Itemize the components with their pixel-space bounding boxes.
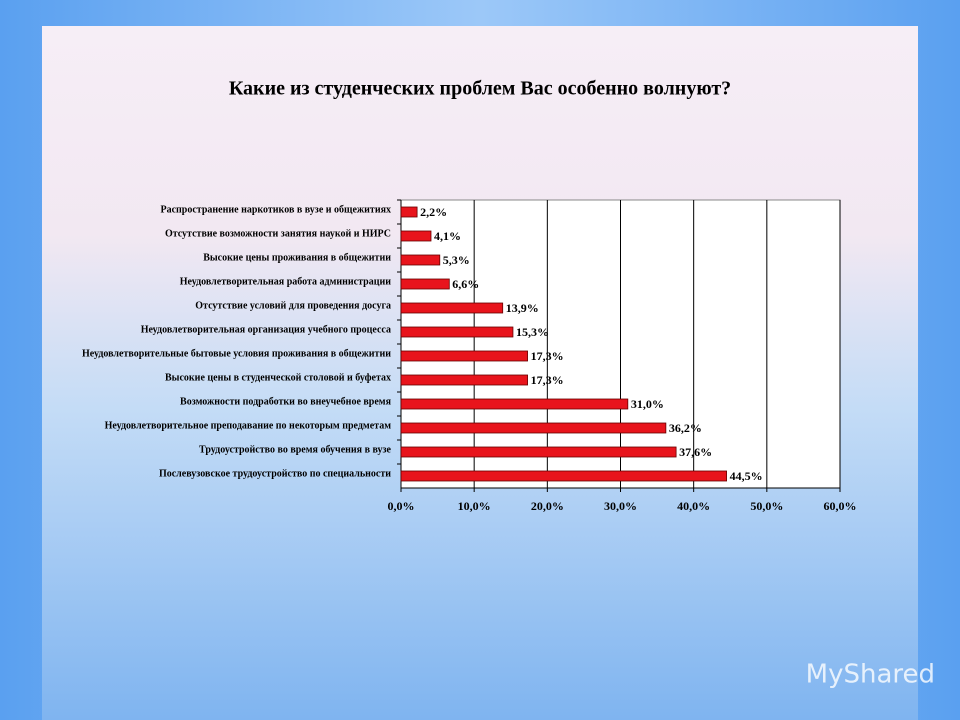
x-tick-label: 10,0% (458, 499, 491, 513)
x-tick-label: 0,0% (388, 499, 415, 513)
y-tick-label: Трудоустройство во время обучения в вузе (199, 444, 392, 455)
x-tick-label: 50,0% (750, 499, 783, 513)
value-label: 37,6% (679, 445, 712, 459)
bar (400, 230, 432, 242)
value-label: 17,3% (531, 373, 564, 387)
x-tick-label: 60,0% (824, 499, 857, 513)
value-label: 5,3% (443, 253, 470, 267)
bar (400, 422, 667, 434)
y-tick-label: Распространение наркотиков в вузе и обще… (161, 204, 392, 215)
y-tick-label: Неудовлетворительная организация учебног… (141, 324, 391, 335)
x-tick-label: 40,0% (677, 499, 710, 513)
y-tick-label: Высокие цены в студенческой столовой и б… (165, 372, 391, 383)
y-tick-label: Послевузовское трудоустройство по специа… (159, 468, 391, 479)
bar (400, 278, 450, 290)
value-label: 6,6% (452, 277, 479, 291)
bar (400, 350, 528, 362)
value-label: 15,3% (516, 325, 549, 339)
bar (400, 254, 441, 266)
value-label: 4,1% (434, 229, 461, 243)
y-tick-label: Неудовлетворительное преподавание по нек… (105, 420, 392, 431)
y-tick-label: Возможности подработки во внеучебное вре… (180, 396, 392, 407)
bar (400, 446, 677, 458)
x-tick-label: 30,0% (604, 499, 637, 513)
bar (400, 302, 504, 314)
x-tick-label: 20,0% (531, 499, 564, 513)
value-label: 36,2% (669, 421, 702, 435)
y-tick-label: Неудовлетворительные бытовые условия про… (82, 348, 391, 359)
bar (400, 206, 418, 218)
value-label: 44,5% (730, 469, 763, 483)
chart-title: Какие из студенческих проблем Вас особен… (229, 78, 731, 100)
bar (400, 398, 629, 410)
value-label: 13,9% (506, 301, 539, 315)
watermark: MyShared (806, 660, 935, 690)
y-tick-label: Высокие цены проживания в общежитии (203, 252, 391, 263)
value-label: 17,3% (531, 349, 564, 363)
y-tick-label: Отсутствие возможности занятия наукой и … (165, 228, 391, 239)
y-tick-label: Неудовлетворительная работа администраци… (180, 276, 391, 287)
bar (400, 374, 528, 386)
bar (400, 470, 727, 482)
bar (400, 326, 514, 338)
value-label: 31,0% (631, 397, 664, 411)
value-label: 2,2% (420, 205, 447, 219)
y-tick-label: Отсутствие условий для проведения досуга (195, 300, 391, 311)
